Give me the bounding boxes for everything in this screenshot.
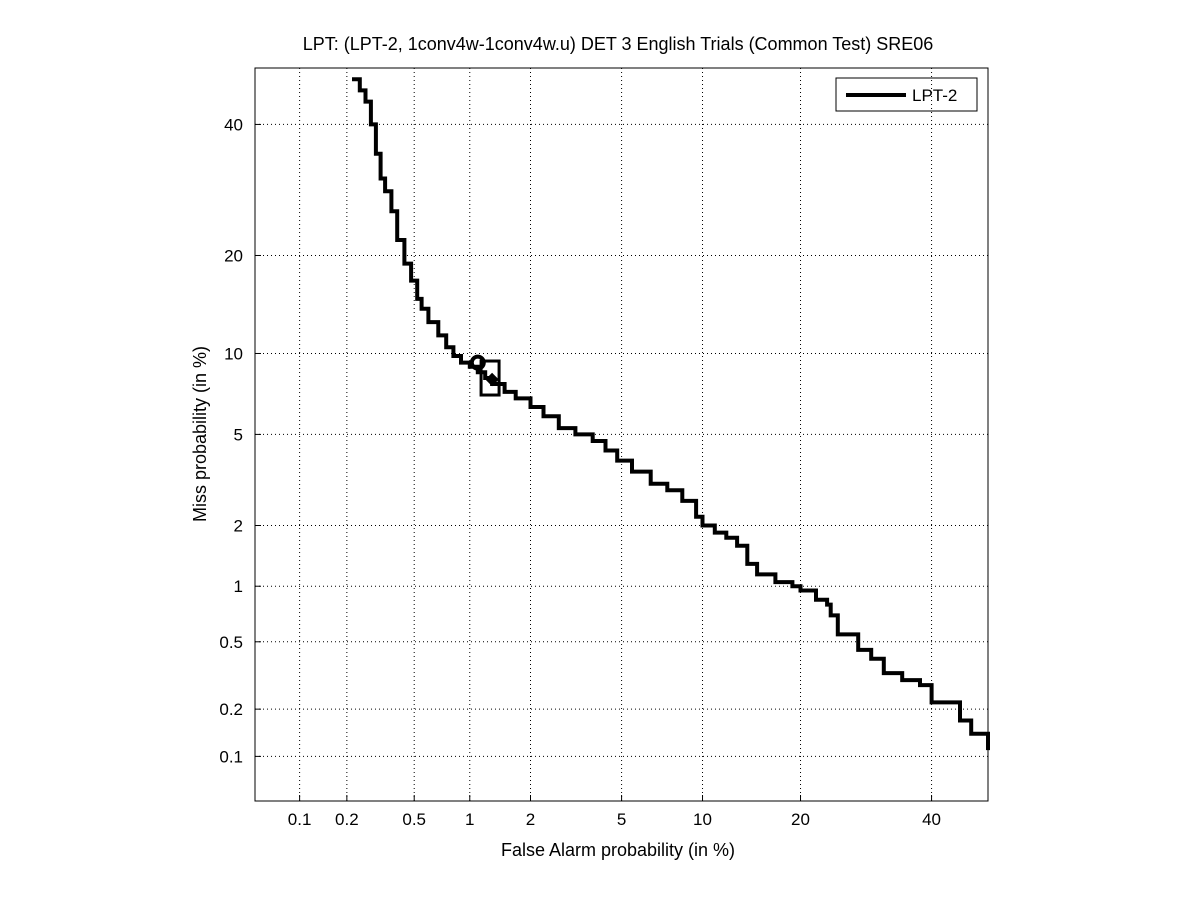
y-tick-label: 40 (224, 115, 243, 134)
y-tick-label: 1 (234, 577, 243, 596)
x-tick-label: 40 (922, 810, 941, 829)
markers (469, 354, 501, 397)
min-dcf-circle-marker (469, 354, 486, 371)
y-tick-label: 10 (224, 344, 243, 363)
x-tick-label: 20 (791, 810, 810, 829)
legend-box (835, 77, 978, 112)
det-curve-lpt-2 (352, 77, 990, 751)
x-tick-label: 1 (465, 810, 474, 829)
y-tick-label: 0.2 (219, 700, 243, 719)
plot-frame (254, 67, 989, 802)
y-tick-label: 0.5 (219, 633, 243, 652)
x-tick-label: 0.5 (402, 810, 426, 829)
y-tick-label: 0.1 (219, 747, 243, 766)
series-layer (352, 77, 990, 751)
x-tick-label: 0.1 (288, 810, 312, 829)
actual-dcf-box-marker (479, 359, 501, 397)
y-tick-label: 2 (234, 516, 243, 535)
y-tick-label: 5 (234, 425, 243, 444)
x-tick-label: 2 (526, 810, 535, 829)
chart-title: LPT: (LPT-2, 1conv4w-1conv4w.u) DET 3 En… (303, 34, 934, 54)
tick-labels: 0.1 0.2 0.5 1 2 5 10 20 40 0.1 0.2 0.5 1 2 5 10 20 40 (219, 115, 941, 829)
y-axis-label: Miss probability (in %) (190, 346, 210, 522)
x-axis-label: False Alarm probability (in %) (501, 840, 735, 860)
x-tick-label: 10 (693, 810, 712, 829)
legend: LPT-2 (835, 77, 978, 112)
legend-label-lpt-2: LPT-2 (912, 86, 957, 105)
diamond-marker (485, 372, 499, 387)
grid-lines (255, 68, 988, 801)
x-tick-label: 0.2 (335, 810, 359, 829)
y-tick-label: 20 (224, 246, 243, 265)
x-tick-label: 5 (617, 810, 626, 829)
